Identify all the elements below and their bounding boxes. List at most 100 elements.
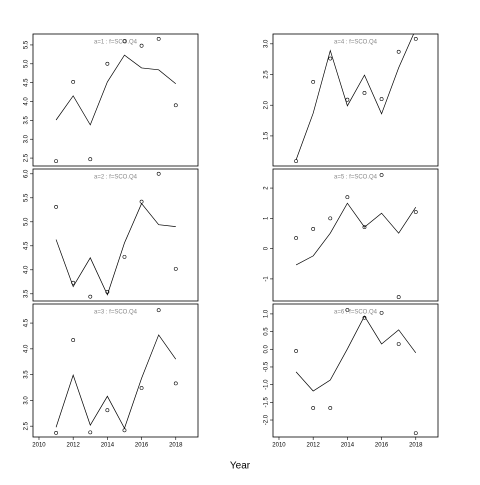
data-point [54, 205, 58, 209]
y-tick-label: -1 [264, 276, 270, 282]
y-tick-label: 2.5 [24, 421, 30, 430]
y-tick-label: 3.5 [24, 116, 30, 125]
data-point [71, 79, 76, 84]
data-point [139, 199, 144, 204]
data-point [345, 97, 350, 102]
data-point [294, 236, 298, 240]
data-point [396, 295, 401, 299]
panel-frame [272, 33, 439, 167]
data-point [139, 386, 144, 390]
data-point [54, 430, 58, 435]
y-tick-label: 2.5 [24, 153, 30, 162]
y-tick-label: 4.5 [24, 318, 30, 327]
y-tick-label: 2.5 [264, 70, 270, 79]
data-point [105, 408, 110, 413]
data-point [88, 430, 93, 435]
x-tick-label: 2014 [101, 443, 115, 449]
data-point [122, 39, 127, 44]
data-point [311, 227, 316, 231]
data-point [413, 37, 418, 41]
data-point [362, 225, 367, 230]
x-tick-label: 2014 [341, 443, 355, 449]
panel-title: a=1 : f=SCO.Q4 [94, 40, 138, 46]
data-point [328, 56, 333, 61]
data-point [413, 431, 418, 436]
x-tick-label: 2012 [307, 443, 321, 449]
panel-title: a=5 : f=SCO.Q4 [334, 175, 378, 181]
x-tick-label: 2018 [409, 443, 423, 449]
data-point [122, 254, 127, 259]
data-point [345, 308, 350, 312]
data-point [362, 91, 367, 95]
y-tick-label: 3.5 [24, 289, 30, 298]
x-tick-label: 2016 [375, 443, 389, 449]
panel-frame [32, 33, 199, 167]
fit-line [55, 334, 177, 430]
x-tick-label: 2016 [135, 443, 149, 449]
y-tick-label: 1.5 [264, 131, 270, 140]
y-tick-label: 0 [264, 246, 270, 250]
y-tick-label: 4.5 [24, 241, 30, 250]
fit-line [295, 34, 414, 160]
x-axis-label: Year [230, 461, 251, 472]
y-tick-label: 5.5 [24, 40, 30, 49]
data-point [379, 173, 384, 177]
data-point [413, 210, 418, 214]
fit-line [55, 202, 176, 296]
data-point [156, 308, 161, 313]
fit-line [295, 315, 417, 392]
data-point [379, 97, 384, 101]
data-point [396, 342, 401, 346]
data-point [173, 103, 178, 108]
data-point [294, 349, 298, 353]
data-point [328, 406, 333, 410]
data-point [328, 216, 333, 221]
y-tick-label: -0.5 [264, 361, 270, 372]
data-point [311, 406, 316, 410]
data-point [345, 195, 350, 200]
data-point [88, 157, 93, 162]
panel-title: a=2 : f=SCO.Q4 [94, 175, 138, 181]
data-point [396, 49, 401, 54]
panel-frame [272, 303, 439, 438]
panel-title: a=4 : f=SCO.Q4 [334, 40, 378, 46]
y-tick-label: 0.5 [264, 327, 270, 336]
panel-frame [32, 168, 199, 302]
y-tick-label: -2.0 [264, 414, 270, 425]
y-tick-label: 4.0 [24, 344, 30, 353]
y-tick-label: 2 [264, 186, 270, 190]
x-tick-label: 2010 [272, 443, 286, 449]
data-point [122, 428, 127, 433]
y-tick-label: 0.0 [264, 344, 270, 353]
fit-line [295, 202, 417, 266]
data-point [156, 171, 161, 176]
y-tick-label: 6.0 [24, 169, 30, 178]
x-tick-label: 2010 [32, 443, 46, 449]
fit-line [55, 54, 176, 126]
data-point [311, 79, 316, 84]
y-tick-label: -1.0 [264, 379, 270, 390]
y-tick-label: 4.0 [24, 97, 30, 106]
data-point [54, 159, 58, 163]
data-point [173, 381, 178, 386]
y-tick-label: -1.5 [264, 397, 270, 408]
panel-title: a=3 : f=SCO.Q4 [94, 310, 138, 316]
data-point [156, 37, 161, 41]
y-tick-label: 5.5 [24, 193, 30, 202]
panel-frame [32, 303, 199, 438]
data-point [139, 43, 144, 48]
y-tick-label: 4.0 [24, 265, 30, 274]
x-tick-label: 2018 [169, 443, 183, 449]
y-tick-label: 3.0 [264, 39, 270, 48]
y-tick-label: 3.5 [24, 370, 30, 379]
panel-title: a=6 : f=SCO.Q4 [334, 310, 378, 316]
data-point [379, 310, 384, 315]
data-point [71, 338, 76, 342]
x-tick-label: 2012 [67, 443, 81, 449]
panel-frame [272, 168, 439, 302]
y-tick-label: 5.0 [24, 217, 30, 226]
y-tick-label: 1 [264, 216, 270, 220]
y-tick-label: 1.0 [264, 309, 270, 318]
data-point [88, 294, 93, 299]
